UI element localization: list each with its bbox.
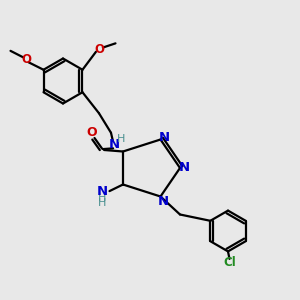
- Text: N: N: [157, 195, 169, 208]
- Text: O: O: [94, 43, 105, 56]
- Text: O: O: [86, 126, 97, 139]
- Text: H: H: [98, 198, 106, 208]
- Text: O: O: [21, 53, 32, 66]
- Text: H: H: [98, 193, 106, 203]
- Text: N: N: [108, 138, 119, 151]
- Text: N: N: [96, 184, 108, 198]
- Text: N: N: [178, 161, 190, 174]
- Text: H: H: [116, 134, 125, 144]
- Text: N: N: [158, 131, 170, 144]
- Text: Cl: Cl: [223, 256, 236, 269]
